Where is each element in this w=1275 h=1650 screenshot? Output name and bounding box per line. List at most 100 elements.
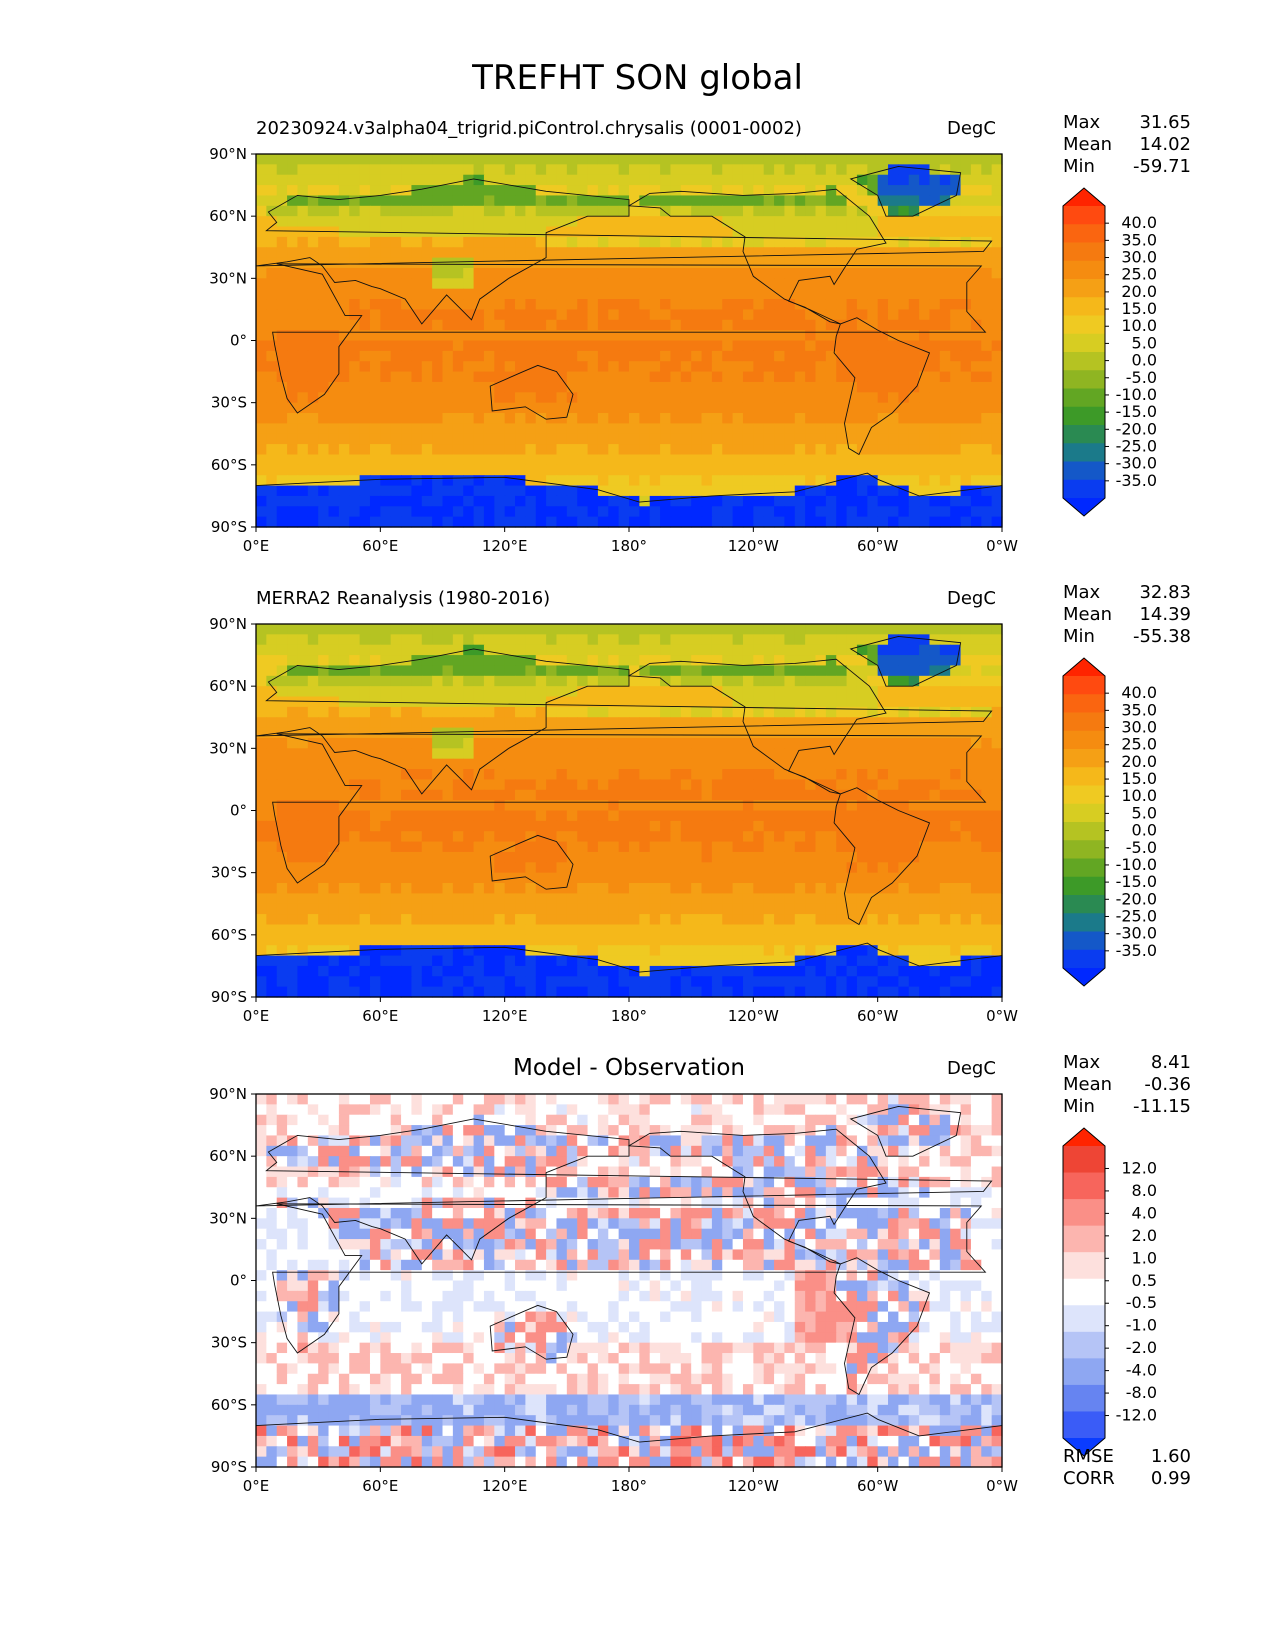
field-cell (815, 433, 827, 445)
field-cell (318, 779, 330, 791)
field-cell (359, 288, 371, 300)
field-cell (504, 893, 516, 905)
field-cell (960, 655, 972, 667)
field-cell (691, 495, 703, 507)
field-cell (732, 330, 744, 342)
field-cell (369, 216, 381, 228)
field-cell (836, 872, 848, 884)
field-cell (421, 665, 433, 677)
field-cell (660, 236, 672, 248)
field-cell (939, 495, 951, 507)
field-cell (670, 330, 682, 342)
stat-value: -59.71 (1132, 156, 1191, 177)
field-cell (794, 319, 806, 331)
field-cell (256, 340, 267, 352)
field-cell (711, 330, 723, 342)
field-cell (587, 247, 599, 259)
field-cell (950, 506, 962, 518)
field-cell (919, 903, 931, 915)
field-cell (556, 195, 568, 207)
field-cell (753, 195, 765, 207)
field-cell (691, 665, 703, 677)
field-cell (970, 330, 982, 342)
field-cell (380, 655, 392, 667)
field-cell (525, 737, 537, 749)
field-cell (711, 495, 723, 507)
field-cell (307, 413, 319, 424)
field-cell (556, 758, 568, 770)
field-cell (846, 154, 858, 165)
field-cell (452, 820, 464, 832)
field-cell (939, 644, 951, 656)
field-cell (680, 717, 692, 729)
field-cell (991, 758, 1003, 770)
field-cell (318, 748, 330, 760)
field-cell (473, 444, 485, 456)
field-cell (867, 789, 879, 801)
field-cell (411, 914, 423, 926)
field-cell (380, 288, 392, 300)
field-cell (546, 185, 558, 197)
field-cell (867, 267, 879, 279)
field-cell (908, 903, 920, 915)
field-cell (369, 267, 381, 279)
field-cell (504, 185, 516, 197)
field-cell (939, 226, 951, 238)
field-cell (815, 872, 827, 884)
field-cell (753, 914, 765, 926)
field-cell (856, 644, 868, 656)
field-cell (463, 737, 475, 749)
field-cell (825, 485, 837, 497)
field-cell (597, 185, 609, 197)
field-cell (473, 361, 485, 373)
field-cell (556, 267, 568, 279)
field-cell (701, 392, 713, 404)
field-cell (256, 644, 267, 656)
field-cell (815, 371, 827, 383)
field-cell (732, 381, 744, 393)
field-cell (629, 665, 640, 677)
field-cell (794, 350, 806, 362)
field-cell (919, 319, 931, 331)
field-cell (711, 464, 723, 476)
field-cell (369, 485, 381, 497)
field-cell (660, 319, 672, 331)
field-cell (846, 779, 858, 791)
field-cell (411, 810, 423, 822)
field-cell (805, 872, 817, 884)
field-cell (722, 758, 734, 770)
field-cell (307, 675, 319, 687)
field-cell (960, 914, 972, 926)
field-cell (338, 216, 350, 228)
field-cell (525, 309, 537, 321)
field-cell (981, 402, 993, 414)
field-cell (711, 516, 723, 528)
field-cell (328, 706, 340, 718)
field-cell (256, 299, 267, 311)
field-cell (856, 475, 868, 487)
field-cell (618, 216, 630, 228)
field-cell (629, 624, 640, 635)
field-cell (711, 340, 723, 352)
field-cell (981, 236, 993, 248)
field-cell (515, 883, 526, 894)
field-cell (763, 174, 775, 186)
field-cell (535, 727, 547, 739)
field-cell (349, 216, 361, 228)
field-cell (867, 257, 879, 269)
field-cell (577, 655, 589, 667)
field-cell (732, 164, 744, 176)
field-cell (473, 506, 485, 518)
field-cell (494, 634, 506, 646)
field-cell (670, 624, 682, 635)
field-cell (774, 655, 786, 667)
field-cell (701, 174, 713, 186)
field-cell (815, 236, 827, 248)
field-cell (266, 800, 278, 812)
field-cell (483, 185, 495, 197)
field-cell (266, 340, 278, 352)
field-cell (618, 872, 630, 884)
field-cell (369, 433, 381, 445)
field-cell (390, 696, 402, 708)
field-cell (307, 748, 319, 760)
